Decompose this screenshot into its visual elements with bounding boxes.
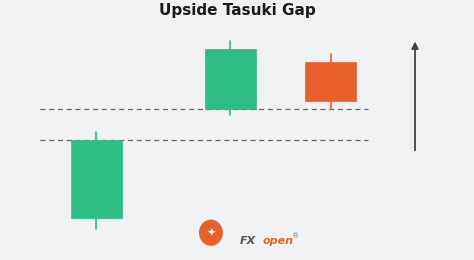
- Circle shape: [199, 220, 223, 246]
- Bar: [205, 49, 256, 109]
- Text: FX: FX: [239, 236, 255, 245]
- Text: open: open: [263, 236, 294, 245]
- Bar: [305, 62, 356, 101]
- Text: ✦: ✦: [206, 228, 216, 238]
- Title: Upside Tasuki Gap: Upside Tasuki Gap: [159, 3, 315, 18]
- Bar: [71, 140, 122, 218]
- Text: ®: ®: [292, 233, 299, 240]
